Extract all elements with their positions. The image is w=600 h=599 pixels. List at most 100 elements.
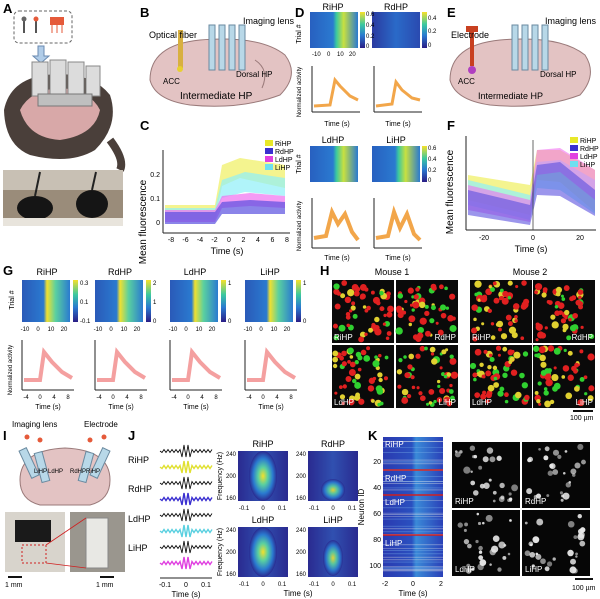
h-cell — [520, 303, 527, 310]
c-ylabel: Mean fluorescence — [138, 179, 149, 264]
h-cell — [485, 399, 490, 404]
h-cell — [340, 293, 346, 299]
h-cell — [354, 382, 362, 389]
h-cell — [332, 356, 339, 363]
panel-label-d: D — [295, 5, 304, 20]
k-cell — [457, 522, 463, 528]
g-xtick2: 8 — [214, 395, 218, 401]
g-xtick2: 4 — [200, 395, 204, 401]
h-cell — [508, 326, 517, 334]
h-cell — [569, 324, 577, 332]
d-title-lihp: LiHP — [386, 135, 406, 145]
h-cell — [431, 285, 437, 291]
svg-text:Mean fluorescence: Mean fluorescence — [445, 149, 456, 234]
h-cell — [504, 399, 509, 404]
k-cell — [489, 548, 497, 556]
d-title-rihp: RiHP — [322, 2, 343, 12]
h-cell — [443, 396, 451, 403]
h-cell — [513, 351, 521, 359]
imaging-lens-label-b: Imaging lens — [243, 16, 295, 26]
h-cell — [358, 398, 365, 405]
h-cell — [500, 333, 508, 340]
h-cell — [554, 305, 559, 309]
g-xlabel: Time (s) — [108, 404, 133, 411]
h-tile-label: LiHP — [576, 398, 593, 407]
h-cell — [552, 385, 558, 392]
h-cell — [498, 327, 502, 332]
k-cell — [540, 558, 546, 565]
h-cell — [554, 310, 560, 317]
k-cell — [482, 456, 489, 463]
h-tile-label: LdHP — [334, 398, 354, 407]
h-cell — [521, 382, 529, 389]
svg-text:1 mm: 1 mm — [96, 582, 114, 589]
h-cell — [579, 376, 585, 382]
g-cbtick: 0.3 — [80, 281, 89, 287]
d-title-rdhp: RdHP — [384, 2, 408, 12]
k-cell — [467, 543, 472, 549]
h-cell — [449, 293, 456, 300]
g-xtick2: 4 — [275, 395, 279, 401]
h-cell — [575, 299, 582, 306]
svg-text:0.1: 0.1 — [278, 506, 287, 512]
h-cell — [341, 350, 347, 357]
h-cell — [580, 325, 584, 329]
h-cell — [499, 288, 504, 293]
panel-c: C Mean fluorescence 0 0.1 0.2 -8 -6 -4 -2 0 2 4 6… — [138, 118, 294, 264]
svg-text:RdHP: RdHP — [580, 146, 599, 153]
h-cell — [428, 401, 433, 405]
svg-text:Time (s): Time (s) — [385, 121, 410, 128]
svg-text:Time (s): Time (s) — [398, 589, 427, 598]
k-cell — [485, 514, 493, 522]
g-title: RiHP — [36, 267, 57, 277]
h-cell — [553, 347, 561, 355]
h-cell — [341, 401, 345, 406]
h-cell — [490, 322, 495, 326]
k-cell — [577, 514, 582, 519]
svg-text:Imaging lens: Imaging lens — [12, 420, 57, 429]
h-cell — [561, 375, 566, 379]
h-cell — [572, 312, 578, 319]
h-cell — [480, 295, 488, 303]
k-cell — [500, 495, 505, 500]
k-cell — [508, 497, 513, 501]
h-cell — [338, 324, 346, 332]
h-cell — [385, 336, 390, 341]
c-xtick: -6 — [182, 237, 188, 244]
g-xtick: 10 — [48, 327, 55, 333]
h-cell — [352, 378, 357, 384]
svg-text:LdHP: LdHP — [252, 515, 275, 525]
svg-text:LdHP: LdHP — [48, 469, 63, 475]
svg-text:LiHP: LiHP — [275, 165, 291, 172]
h-cell — [372, 376, 377, 381]
h-cell — [362, 305, 367, 309]
c-xtick: 6 — [271, 237, 275, 244]
k-cell — [524, 550, 531, 557]
h-cell — [479, 362, 484, 367]
h-cell — [549, 399, 555, 405]
h-cell — [424, 310, 430, 317]
k-cell — [536, 518, 544, 526]
k-cell — [567, 549, 574, 557]
svg-text:Time (s): Time (s) — [324, 121, 349, 128]
h-cell — [441, 372, 446, 377]
k-cell — [552, 449, 560, 456]
c-xtick: 8 — [285, 237, 289, 244]
k-cell — [577, 533, 585, 541]
g-xtick2: -4 — [171, 395, 177, 401]
k-cell — [565, 482, 572, 488]
k-image-label: LdHP — [455, 565, 475, 574]
c-legend: RiHP RdHP LdHP LiHP — [265, 140, 294, 172]
j-traces — [159, 444, 213, 570]
h-cell — [471, 327, 478, 334]
h-cell — [439, 304, 447, 311]
svg-text:240: 240 — [296, 452, 307, 458]
h-cell — [374, 324, 380, 331]
h-cell — [487, 384, 495, 392]
h-cell — [347, 359, 351, 364]
c-xtick: 2 — [242, 237, 246, 244]
svg-text:-0.1: -0.1 — [309, 582, 320, 588]
k-cell — [526, 488, 533, 495]
h-cell — [488, 285, 492, 289]
panel-label-a: A — [3, 1, 13, 16]
